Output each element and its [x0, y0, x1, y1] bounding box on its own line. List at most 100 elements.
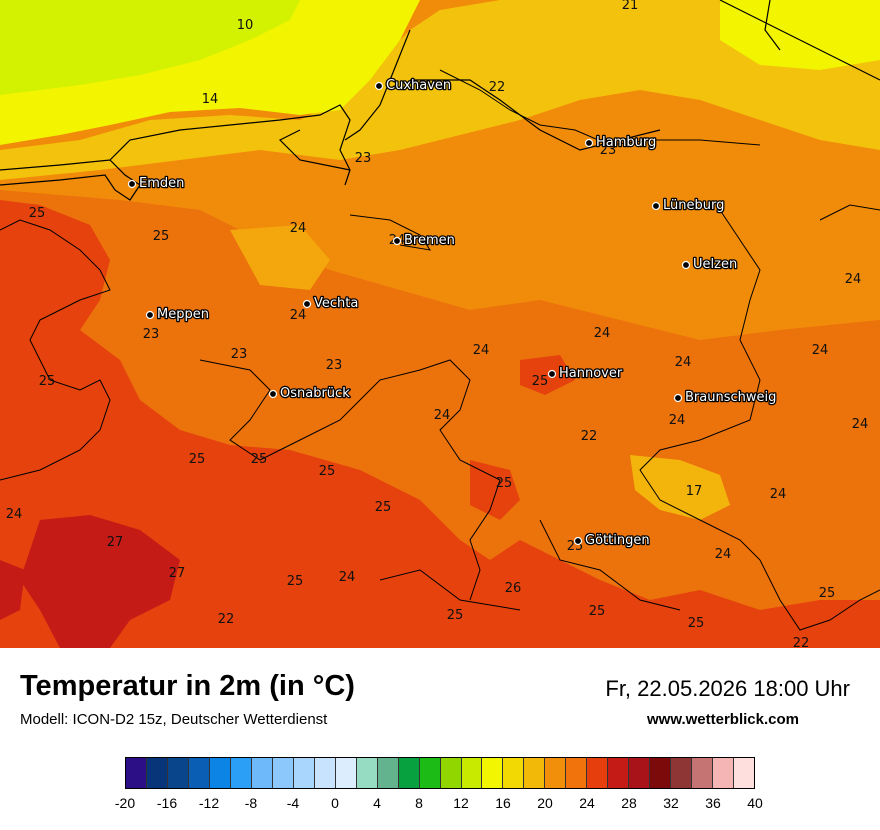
- city-label: Göttingen: [585, 533, 650, 548]
- city-dot-icon: [392, 236, 402, 246]
- hot-patch-hannover: [520, 355, 575, 395]
- temperature-value: 24: [594, 326, 611, 341]
- legend-swatch: [251, 758, 273, 788]
- city-label: Cuxhaven: [386, 78, 451, 93]
- website-link[interactable]: www.wetterblick.com: [647, 711, 799, 728]
- forecast-datetime: Fr, 22.05.2026 18:00 Uhr: [605, 676, 850, 701]
- very-hot-zone: [20, 515, 180, 648]
- legend-swatch: [587, 758, 609, 788]
- temperature-value: 24: [715, 547, 732, 562]
- elbe-river: [439, 69, 761, 146]
- city-label: Emden: [139, 176, 184, 191]
- legend-tick-label: 28: [621, 795, 637, 811]
- temperature-value: 27: [107, 535, 124, 550]
- coast-zone: [0, 0, 880, 180]
- temperature-value: 22: [793, 636, 810, 648]
- temperature-value: 24: [812, 343, 829, 358]
- hot-zone-west: [0, 200, 880, 648]
- city-label: Meppen: [157, 307, 209, 322]
- temperature-value: 24: [290, 308, 307, 323]
- coastline: [0, 0, 880, 201]
- temperature-value: 25: [319, 464, 336, 479]
- temperature-value: 24: [675, 355, 692, 370]
- footer: Temperatur in 2m (in °C) Modell: ICON-D2…: [0, 648, 880, 830]
- legend-swatch: [230, 758, 252, 788]
- legend-tick-label: 12: [453, 795, 469, 811]
- city-dot-icon: [127, 179, 137, 189]
- temperature-value: 24: [473, 343, 490, 358]
- temperature-value: 24: [6, 507, 23, 522]
- temperature-value: 25: [153, 229, 170, 244]
- temperature-value: 23: [326, 358, 343, 373]
- city-dot-icon: [573, 536, 583, 546]
- legend-tick-label: 0: [331, 795, 339, 811]
- legend-swatch: [293, 758, 315, 788]
- temperature-map: 21 10 14 22 23 23 25 25 24 24 24 24 23 24 24 23 24 23 24 25…: [0, 0, 880, 648]
- temperature-value: 25: [287, 574, 304, 589]
- legend-swatch: [188, 758, 210, 788]
- city-label: Bremen: [404, 233, 455, 248]
- legend-swatch: [398, 758, 420, 788]
- city-dot-icon: [673, 393, 683, 403]
- cool-zone-mid: [230, 225, 330, 290]
- legend-tick-label: 8: [415, 795, 423, 811]
- temperature-value: 22: [489, 80, 506, 95]
- temperature-value: 25: [819, 586, 836, 601]
- temperature-value: 24: [770, 487, 787, 502]
- temperature-value: 23: [231, 347, 248, 362]
- legend-swatch: [524, 758, 546, 788]
- legend-swatch: [146, 758, 168, 788]
- legend-swatch: [650, 758, 672, 788]
- temperature-value: 24: [845, 272, 862, 287]
- temperature-value: 25: [532, 374, 549, 389]
- city-dot-icon: [145, 310, 155, 320]
- temperature-value: 24: [669, 413, 686, 428]
- city-dot-icon: [268, 389, 278, 399]
- temperature-value: 25: [251, 452, 268, 467]
- legend-tick-label: -8: [244, 795, 258, 811]
- city-dot-icon: [651, 201, 661, 211]
- temperature-value: 23: [355, 151, 372, 166]
- legend-swatch: [461, 758, 483, 788]
- cool-zone-harz: [630, 455, 730, 520]
- legend-swatch: [566, 758, 588, 788]
- temperature-value: 23: [143, 327, 160, 342]
- legend-swatch: [608, 758, 630, 788]
- color-legend: [125, 757, 755, 789]
- very-hot-patch: [0, 560, 25, 620]
- temperature-value: 24: [339, 570, 356, 585]
- legend-tick-label: -4: [286, 795, 300, 811]
- legend-tick-label: 24: [579, 795, 595, 811]
- legend-swatch: [209, 758, 231, 788]
- city-markers: Cuxhaven Hamburg Emden Lüneburg Bremen Uelzen…: [127, 77, 778, 549]
- sea-zone-yellow-east: [720, 0, 880, 70]
- temperature-value: 17: [686, 484, 703, 499]
- legend-swatch: [713, 758, 735, 788]
- city-dot-icon: [302, 299, 312, 309]
- temperature-value: 25: [39, 374, 56, 389]
- legend-swatch: [272, 758, 294, 788]
- legend-swatch: [482, 758, 504, 788]
- temperature-value: 25: [29, 206, 46, 221]
- city-label: Braunschweig: [685, 390, 776, 405]
- city-label: Uelzen: [693, 257, 737, 272]
- city-label: Osnabrück: [280, 386, 350, 401]
- temperature-value: 22: [218, 612, 235, 627]
- temperature-value: 27: [169, 566, 186, 581]
- legend-swatch: [734, 758, 755, 788]
- legend-tick-label: 4: [373, 795, 381, 811]
- temperature-value: 25: [589, 604, 606, 619]
- legend-swatch: [503, 758, 525, 788]
- legend-swatch: [167, 758, 189, 788]
- temperature-value: 22: [581, 429, 598, 444]
- legend-swatch: [545, 758, 567, 788]
- city-label: Hannover: [559, 366, 623, 381]
- border-lines: [0, 204, 880, 631]
- legend-tick-label: 16: [495, 795, 511, 811]
- legend-swatch: [377, 758, 399, 788]
- temperature-value: 25: [189, 452, 206, 467]
- temperature-value: 25: [688, 616, 705, 631]
- legend-swatch: [314, 758, 336, 788]
- legend-swatch: [671, 758, 693, 788]
- temperature-value: 25: [375, 500, 392, 515]
